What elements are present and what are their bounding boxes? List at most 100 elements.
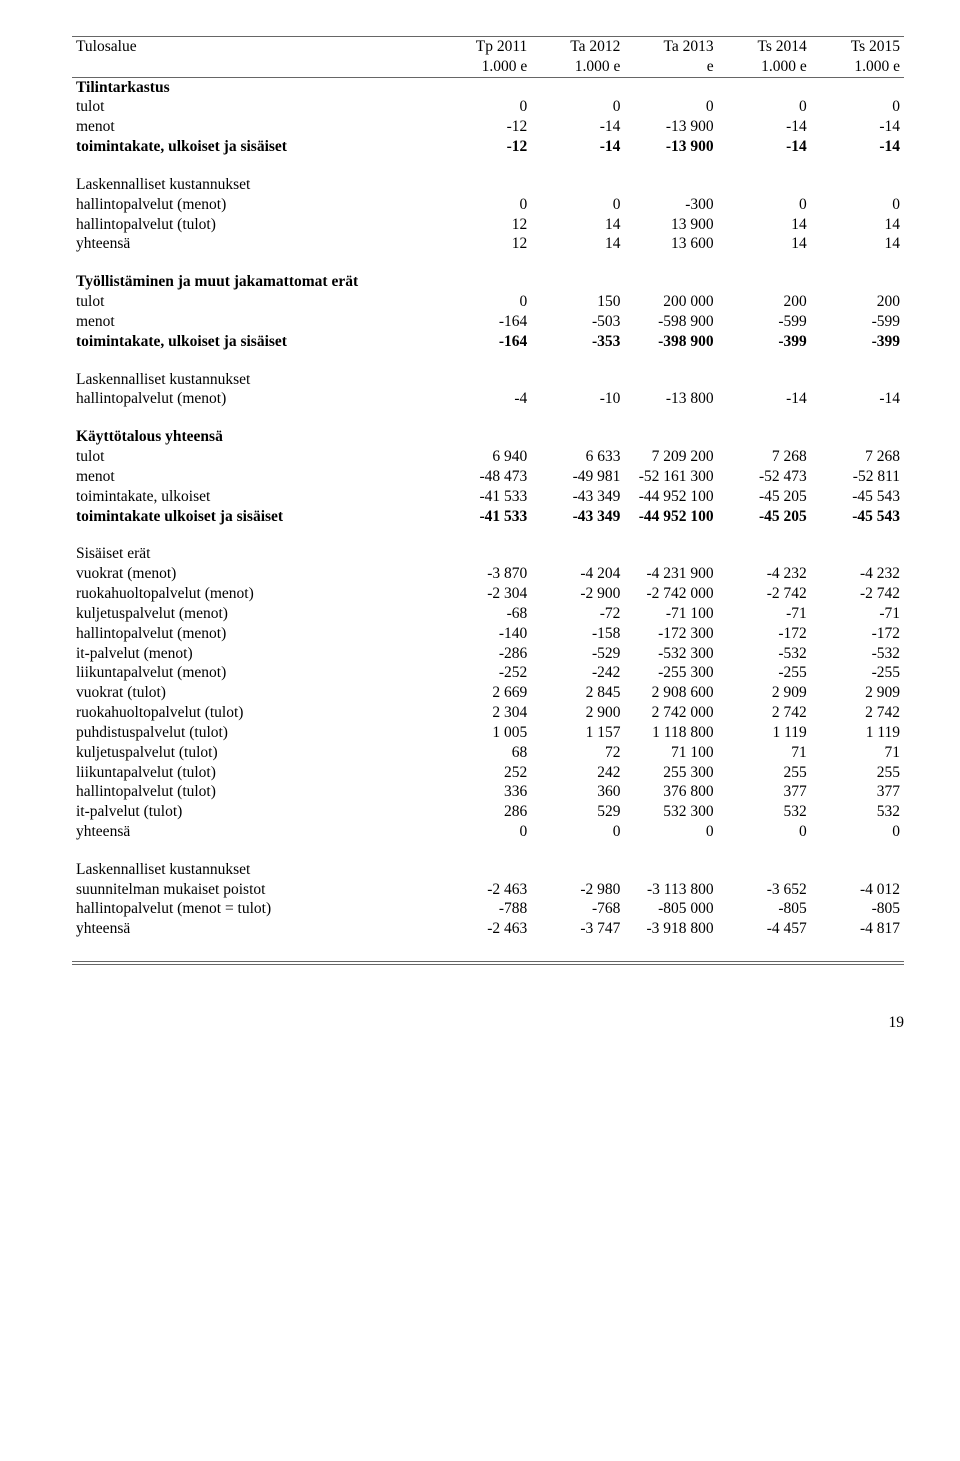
table-row: tulot0150200 000200200 bbox=[72, 292, 904, 312]
row-value: 2 669 bbox=[438, 683, 531, 703]
row-value: -52 811 bbox=[811, 467, 904, 487]
row-value: -45 205 bbox=[718, 507, 811, 527]
column-header-label: Tulosalue bbox=[72, 37, 438, 57]
row-value: -2 900 bbox=[531, 584, 624, 604]
row-value: -44 952 100 bbox=[624, 507, 717, 527]
row-value: -286 bbox=[438, 644, 531, 664]
row-label: menot bbox=[72, 117, 438, 137]
row-value: 0 bbox=[718, 195, 811, 215]
table-row: kuljetuspalvelut (tulot)687271 1007171 bbox=[72, 743, 904, 763]
row-value: 532 bbox=[811, 802, 904, 822]
row-value: -805 bbox=[811, 899, 904, 919]
table-row: hallintopalvelut (tulot)121413 9001414 bbox=[72, 215, 904, 235]
row-label: menot bbox=[72, 467, 438, 487]
row-value: -529 bbox=[531, 644, 624, 664]
row-value: -503 bbox=[531, 312, 624, 332]
row-value: 6 633 bbox=[531, 447, 624, 467]
financial-table: TulosalueTp 2011Ta 2012Ta 2013Ts 2014Ts … bbox=[72, 36, 904, 967]
row-value: 255 bbox=[811, 763, 904, 783]
row-value: -140 bbox=[438, 624, 531, 644]
table-row: toimintakate, ulkoiset ja sisäiset-164-3… bbox=[72, 332, 904, 352]
table-row: tulot00000 bbox=[72, 97, 904, 117]
row-value: 0 bbox=[438, 292, 531, 312]
row-value: 2 742 bbox=[718, 703, 811, 723]
row-value: 14 bbox=[531, 215, 624, 235]
row-value: 2 908 600 bbox=[624, 683, 717, 703]
table-row: yhteensä-2 463-3 747-3 918 800-4 457-4 8… bbox=[72, 919, 904, 939]
row-value: -4 817 bbox=[811, 919, 904, 939]
row-value: -598 900 bbox=[624, 312, 717, 332]
row-label: liikuntapalvelut (menot) bbox=[72, 663, 438, 683]
row-value: -242 bbox=[531, 663, 624, 683]
row-value: -4 204 bbox=[531, 564, 624, 584]
row-label: tulot bbox=[72, 292, 438, 312]
row-value: 0 bbox=[811, 97, 904, 117]
row-label: hallintopalvelut (tulot) bbox=[72, 215, 438, 235]
table-row: vuokrat (tulot)2 6692 8452 908 6002 9092… bbox=[72, 683, 904, 703]
row-value: -14 bbox=[531, 117, 624, 137]
section-title: Työllistäminen ja muut jakamattomat erät bbox=[72, 272, 438, 292]
row-value: -71 bbox=[718, 604, 811, 624]
row-value: 200 bbox=[811, 292, 904, 312]
row-value: -13 900 bbox=[624, 137, 717, 157]
row-label: toimintakate ulkoiset ja sisäiset bbox=[72, 507, 438, 527]
row-value: 0 bbox=[624, 822, 717, 842]
row-label: ruokahuoltopalvelut (menot) bbox=[72, 584, 438, 604]
table-row: ruokahuoltopalvelut (tulot)2 3042 9002 7… bbox=[72, 703, 904, 723]
row-value: 7 209 200 bbox=[624, 447, 717, 467]
row-value: -805 000 bbox=[624, 899, 717, 919]
row-value: -48 473 bbox=[438, 467, 531, 487]
row-label: toimintakate, ulkoiset ja sisäiset bbox=[72, 137, 438, 157]
column-unit-0: 1.000 e bbox=[438, 57, 531, 77]
row-value: -252 bbox=[438, 663, 531, 683]
row-value: 71 100 bbox=[624, 743, 717, 763]
row-value: -2 742 000 bbox=[624, 584, 717, 604]
row-value: 2 742 bbox=[811, 703, 904, 723]
row-value: -398 900 bbox=[624, 332, 717, 352]
section-title: Käyttötalous yhteensä bbox=[72, 427, 438, 447]
row-value: -3 747 bbox=[531, 919, 624, 939]
row-label: tulot bbox=[72, 97, 438, 117]
row-value: 532 300 bbox=[624, 802, 717, 822]
column-unit-1: 1.000 e bbox=[531, 57, 624, 77]
table-row: it-palvelut (menot)-286-529-532 300-532-… bbox=[72, 644, 904, 664]
row-value: -43 349 bbox=[531, 487, 624, 507]
row-value: 1 118 800 bbox=[624, 723, 717, 743]
row-value: -41 533 bbox=[438, 507, 531, 527]
row-value: -172 bbox=[811, 624, 904, 644]
row-value: -399 bbox=[811, 332, 904, 352]
row-value: 1 119 bbox=[811, 723, 904, 743]
table-row: menot-12-14-13 900-14-14 bbox=[72, 117, 904, 137]
table-row: hallintopalvelut (menot)00-30000 bbox=[72, 195, 904, 215]
row-value: -14 bbox=[718, 117, 811, 137]
row-value: 1 119 bbox=[718, 723, 811, 743]
row-value: -45 543 bbox=[811, 507, 904, 527]
row-label: it-palvelut (menot) bbox=[72, 644, 438, 664]
row-value: -4 012 bbox=[811, 880, 904, 900]
table-row: hallintopalvelut (menot = tulot)-788-768… bbox=[72, 899, 904, 919]
row-value: -14 bbox=[531, 137, 624, 157]
row-label: kuljetuspalvelut (tulot) bbox=[72, 743, 438, 763]
row-value: -4 231 900 bbox=[624, 564, 717, 584]
row-value: 13 600 bbox=[624, 234, 717, 254]
row-value: 2 900 bbox=[531, 703, 624, 723]
row-value: -172 bbox=[718, 624, 811, 644]
table-row: liikuntapalvelut (menot)-252-242-255 300… bbox=[72, 663, 904, 683]
row-value: 336 bbox=[438, 782, 531, 802]
table-row: it-palvelut (tulot)286529532 300532532 bbox=[72, 802, 904, 822]
row-value: -2 980 bbox=[531, 880, 624, 900]
row-value: -14 bbox=[718, 137, 811, 157]
row-label: hallintopalvelut (menot = tulot) bbox=[72, 899, 438, 919]
row-value: 0 bbox=[531, 822, 624, 842]
table-row: toimintakate, ulkoiset ja sisäiset-12-14… bbox=[72, 137, 904, 157]
table-row: hallintopalvelut (menot)-140-158-172 300… bbox=[72, 624, 904, 644]
row-value: -14 bbox=[718, 389, 811, 409]
row-value: 7 268 bbox=[718, 447, 811, 467]
row-value: -300 bbox=[624, 195, 717, 215]
row-value: -255 bbox=[718, 663, 811, 683]
table-row: hallintopalvelut (menot)-4-10-13 800-14-… bbox=[72, 389, 904, 409]
row-value: 6 940 bbox=[438, 447, 531, 467]
column-unit-3: 1.000 e bbox=[718, 57, 811, 77]
row-value: -4 232 bbox=[718, 564, 811, 584]
row-value: -72 bbox=[531, 604, 624, 624]
